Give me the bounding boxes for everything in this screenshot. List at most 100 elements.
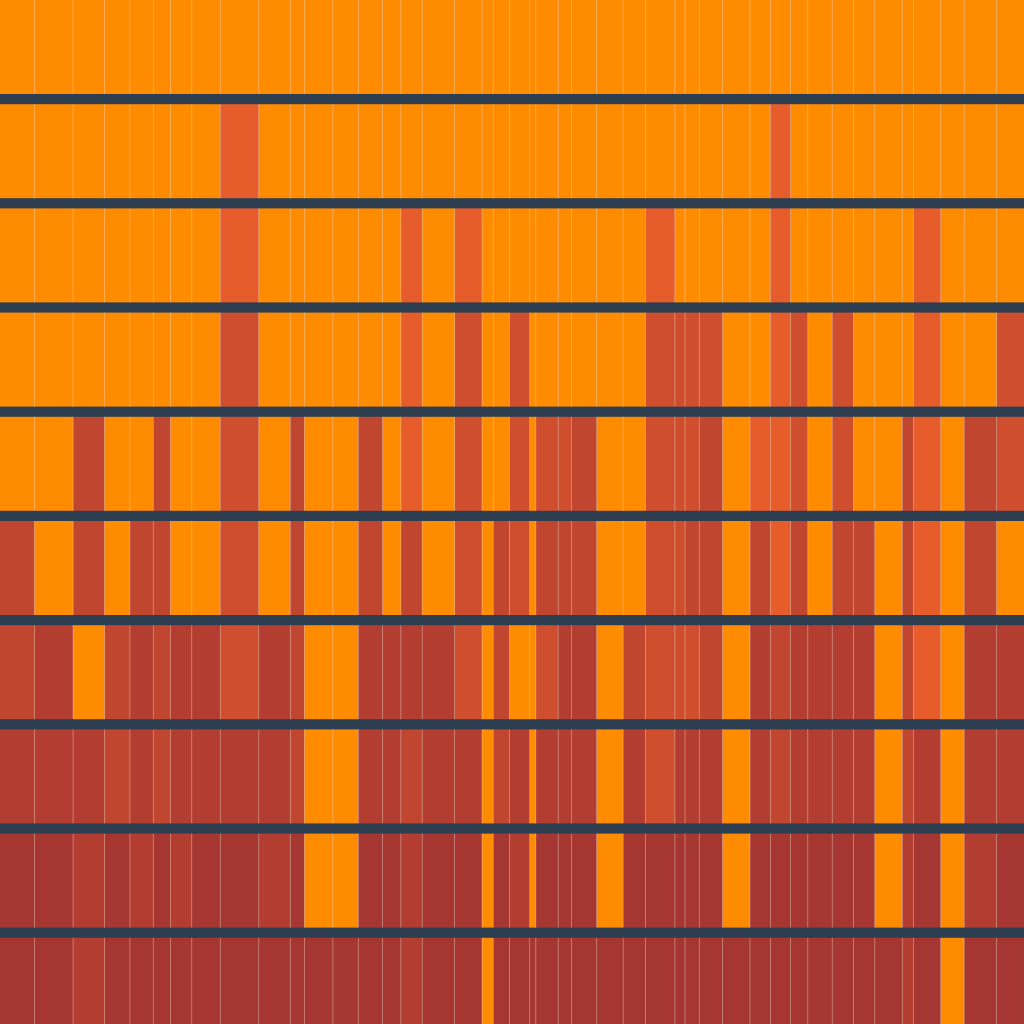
heatmap-cell [964,625,997,720]
heatmap-cell [685,416,700,511]
heatmap-cell [596,937,624,1024]
heatmap-cell [790,312,808,407]
heatmap-cell [34,104,74,199]
heatmap-cell [832,625,854,720]
heatmap-cell [902,312,914,407]
heatmap-cell [454,0,483,94]
heatmap-cell [807,521,833,615]
heatmap-cell [645,0,675,94]
heatmap-cell [535,416,559,511]
heatmap-cell [807,937,833,1024]
heatmap-cell [685,937,700,1024]
heatmap-cell [940,521,965,615]
heatmap-cell [482,625,494,720]
heatmap-cell [332,312,359,407]
heatmap-cell [913,312,941,407]
heatmap-cell [964,0,997,94]
heatmap-cell [964,833,997,928]
heatmap-cell [940,729,965,824]
heatmap-cell [73,521,105,615]
heatmap-cell [382,521,401,615]
heatmap-cell [529,833,536,928]
heatmap-cell [304,0,333,94]
heatmap-cell [623,208,646,303]
heatmap-cell [400,208,423,303]
heatmap-cell [482,937,494,1024]
heatmap-cell [482,104,494,199]
heatmap-cell [535,729,559,824]
heatmap-cell [853,521,875,615]
heatmap-cell [220,208,259,303]
heatmap-cell [558,625,572,720]
heatmap-cell [34,625,74,720]
heatmap-cell [722,312,751,407]
heatmap-cell [358,0,383,94]
heatmap-cell [853,729,875,824]
heatmap-cell [129,0,154,94]
heatmap-cell [34,521,74,615]
heatmap-cell [874,521,903,615]
heatmap-cell [332,104,359,199]
heatmap-cell [596,208,624,303]
heatmap-cell [996,104,1024,199]
heatmap-cell [493,625,510,720]
heatmap-cell [790,208,808,303]
heatmap-cell [104,625,130,720]
heatmap-cell [191,104,221,199]
heatmap-cell [902,208,914,303]
heatmap-cell [832,833,854,928]
heatmap-cell [832,937,854,1024]
heatmap-cell [422,312,455,407]
heatmap-cell [493,937,510,1024]
heatmap-cell [790,0,808,94]
heatmap-cell [153,0,171,94]
heatmap-cell [129,833,154,928]
heatmap-cell [129,521,154,615]
heatmap-cell [874,416,903,511]
heatmap-cell [940,625,965,720]
heatmap-cell [358,833,383,928]
heatmap-cell [358,416,383,511]
heatmap-cell [304,208,333,303]
heatmap-cell [596,833,624,928]
heatmap-cell [529,104,536,199]
heatmap-cell [832,416,854,511]
heatmap-cell [400,416,423,511]
heatmap-cell [0,937,35,1024]
heatmap-cell [290,625,305,720]
heatmap-cell [558,104,572,199]
heatmap-cell [400,104,423,199]
heatmap-cell [304,104,333,199]
heatmap-cell [902,104,914,199]
heatmap-cell [790,937,808,1024]
heatmap-cell [623,625,646,720]
heatmap-cell [290,833,305,928]
heatmap-cell [996,0,1024,94]
heatmap-cell [153,104,171,199]
heatmap-cell [220,416,259,511]
heatmap-cell [853,0,875,94]
heatmap-cell [529,937,536,1024]
heatmap-cell [170,625,192,720]
heatmap-cell [749,416,771,511]
heatmap-cell [153,416,171,511]
heatmap-cell [258,416,291,511]
heatmap-cell [34,208,74,303]
heatmap-cell [674,312,686,407]
heatmap-cell [749,521,771,615]
heatmap-cell [153,833,171,928]
heatmap-cell [104,937,130,1024]
heatmap-cell [422,937,455,1024]
heatmap-cell [832,104,854,199]
heatmap-cell [832,208,854,303]
heatmap-cell [104,833,130,928]
heatmap-cell [535,833,559,928]
heatmap-cell [699,104,723,199]
heatmap-cell [674,0,686,94]
heatmap-cell [73,416,105,511]
heatmap-cell [996,937,1024,1024]
heatmap-cell [382,312,401,407]
heatmap-cell [645,521,675,615]
heatmap-cell [509,521,530,615]
